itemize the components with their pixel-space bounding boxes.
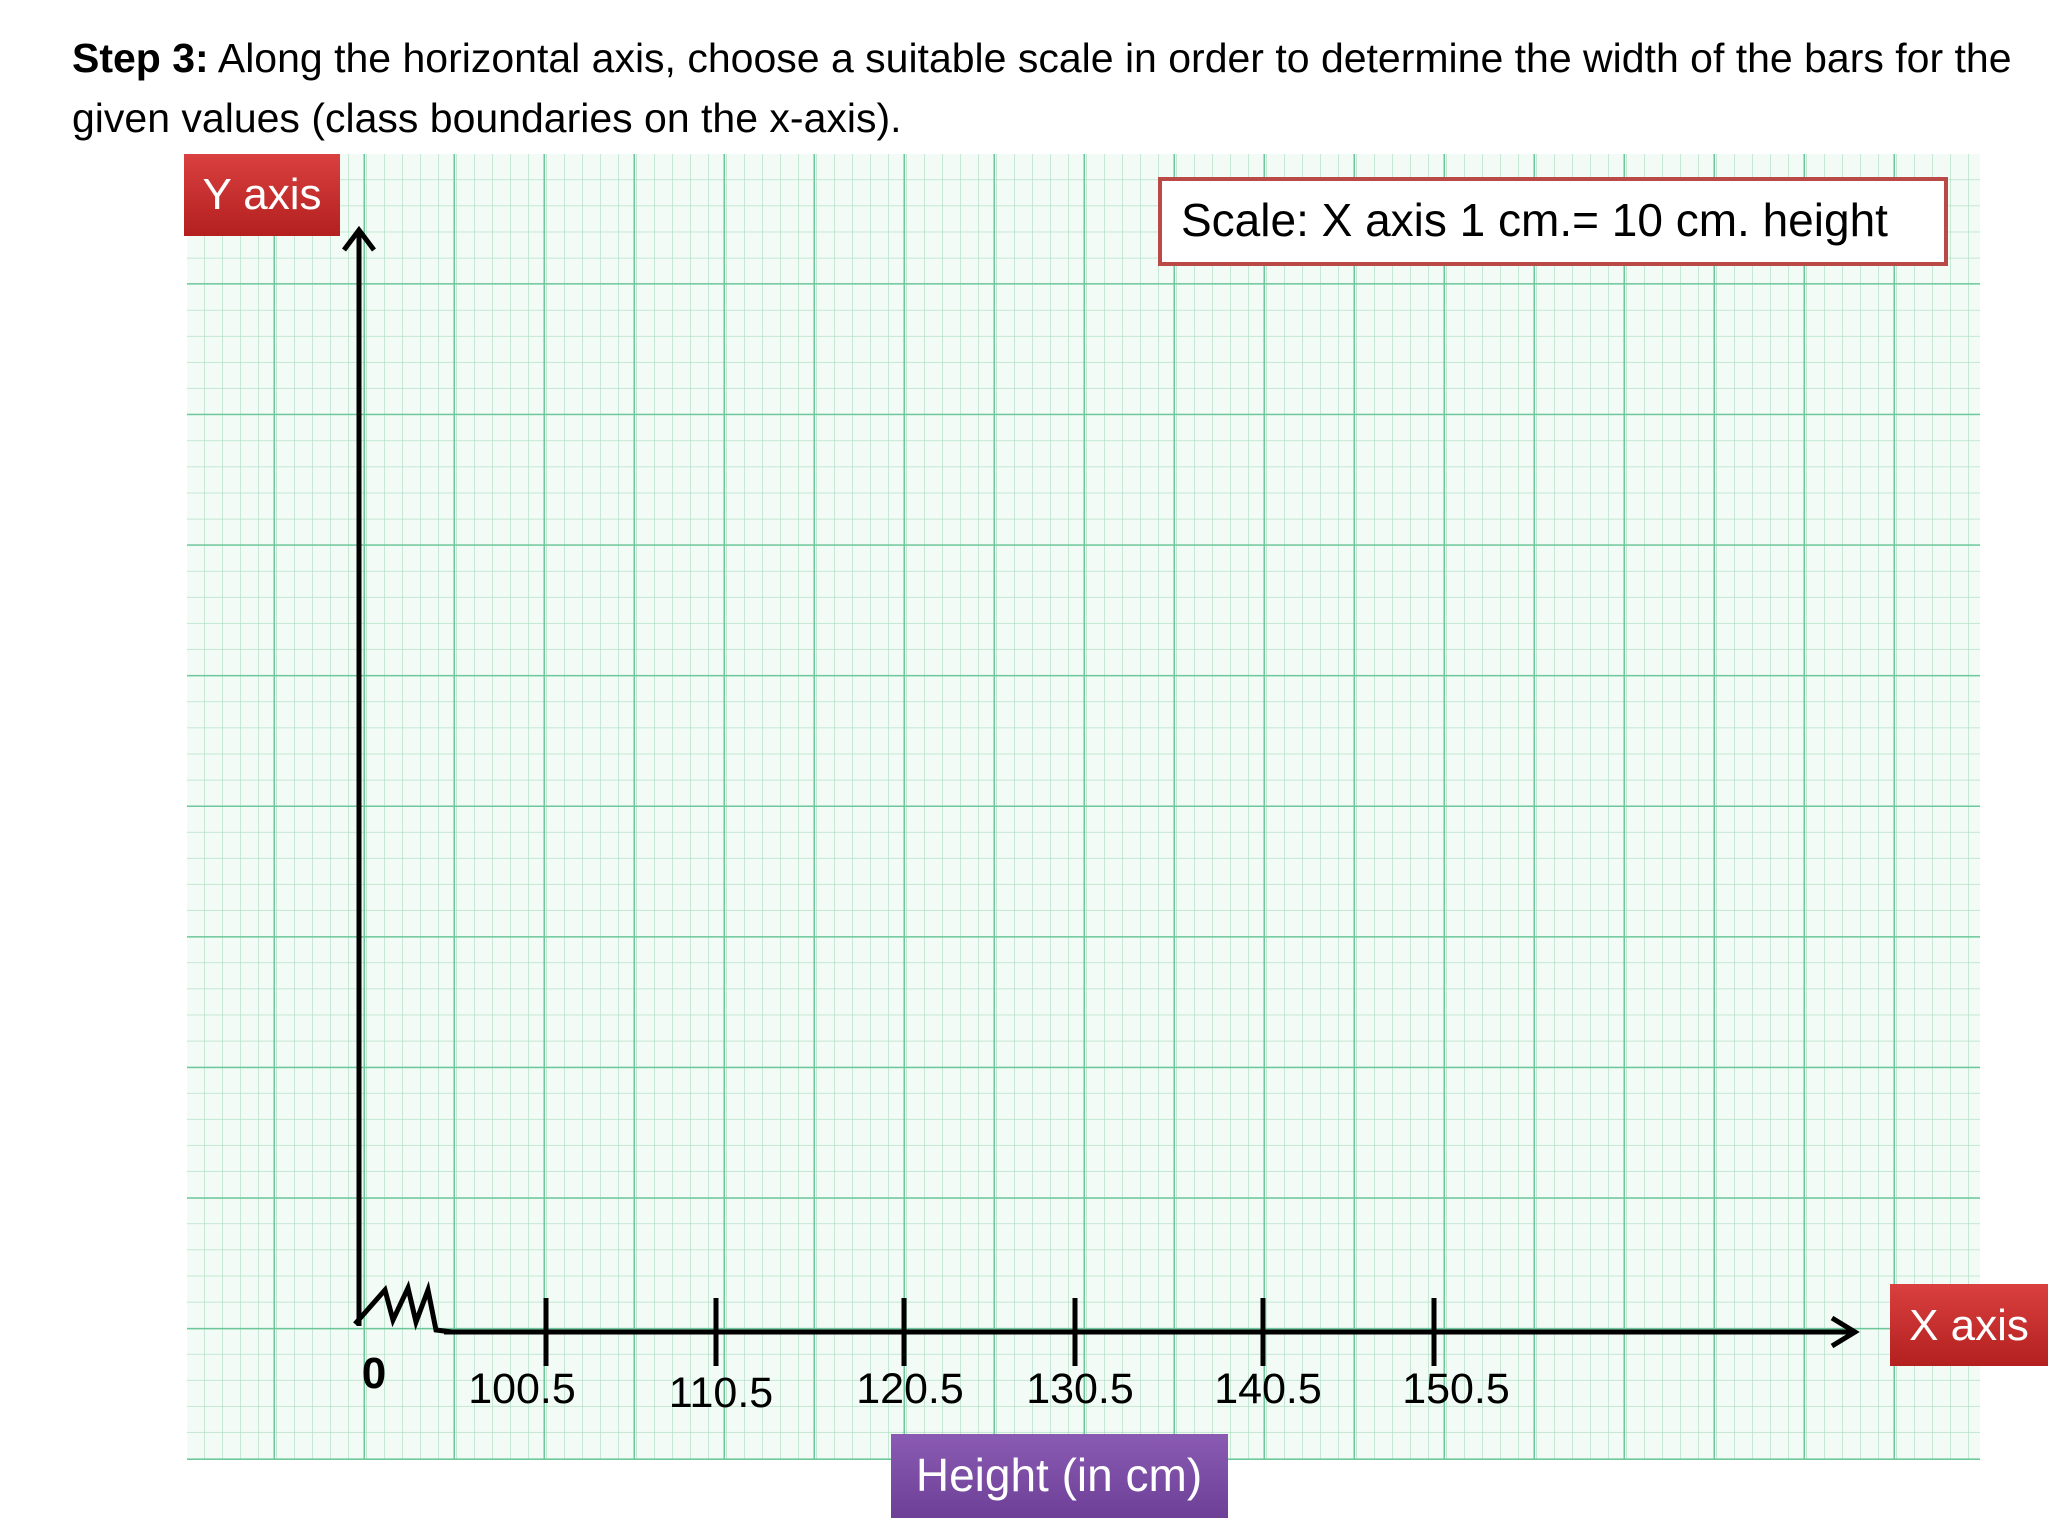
axis-break — [353, 1280, 453, 1335]
x-axis-label: X axis — [1909, 1301, 2029, 1350]
origin-label: 0 — [362, 1349, 386, 1398]
y-axis-box — [184, 154, 340, 236]
scale-box — [1158, 177, 1948, 266]
x-title: Height (in cm) — [916, 1449, 1202, 1501]
axes — [342, 225, 1860, 1349]
x-tick-label: 120.5 — [856, 1365, 964, 1413]
x-tick-label: 100.5 — [468, 1365, 576, 1413]
x-tick-label: 130.5 — [1026, 1365, 1134, 1413]
heading: Step 3: Along the horizontal axis, choos… — [72, 28, 2022, 148]
scale-note: Scale: X axis 1 cm.= 10 cm. height — [1181, 194, 1888, 246]
y-axis-label: Y axis — [202, 170, 321, 219]
x-title-box — [891, 1434, 1228, 1518]
x-arrow — [1830, 1315, 1860, 1349]
major-grid — [187, 154, 1980, 1460]
step-label: Step 3: — [72, 35, 209, 81]
y-arrow — [342, 225, 376, 252]
x-axis-box — [1890, 1284, 2048, 1366]
x-tick-label: 110.5 — [669, 1369, 773, 1417]
step-text: Along the horizontal axis, choose a suit… — [72, 35, 2012, 141]
x-tick-label: 140.5 — [1214, 1365, 1322, 1413]
x-tick-label: 150.5 — [1402, 1365, 1510, 1413]
